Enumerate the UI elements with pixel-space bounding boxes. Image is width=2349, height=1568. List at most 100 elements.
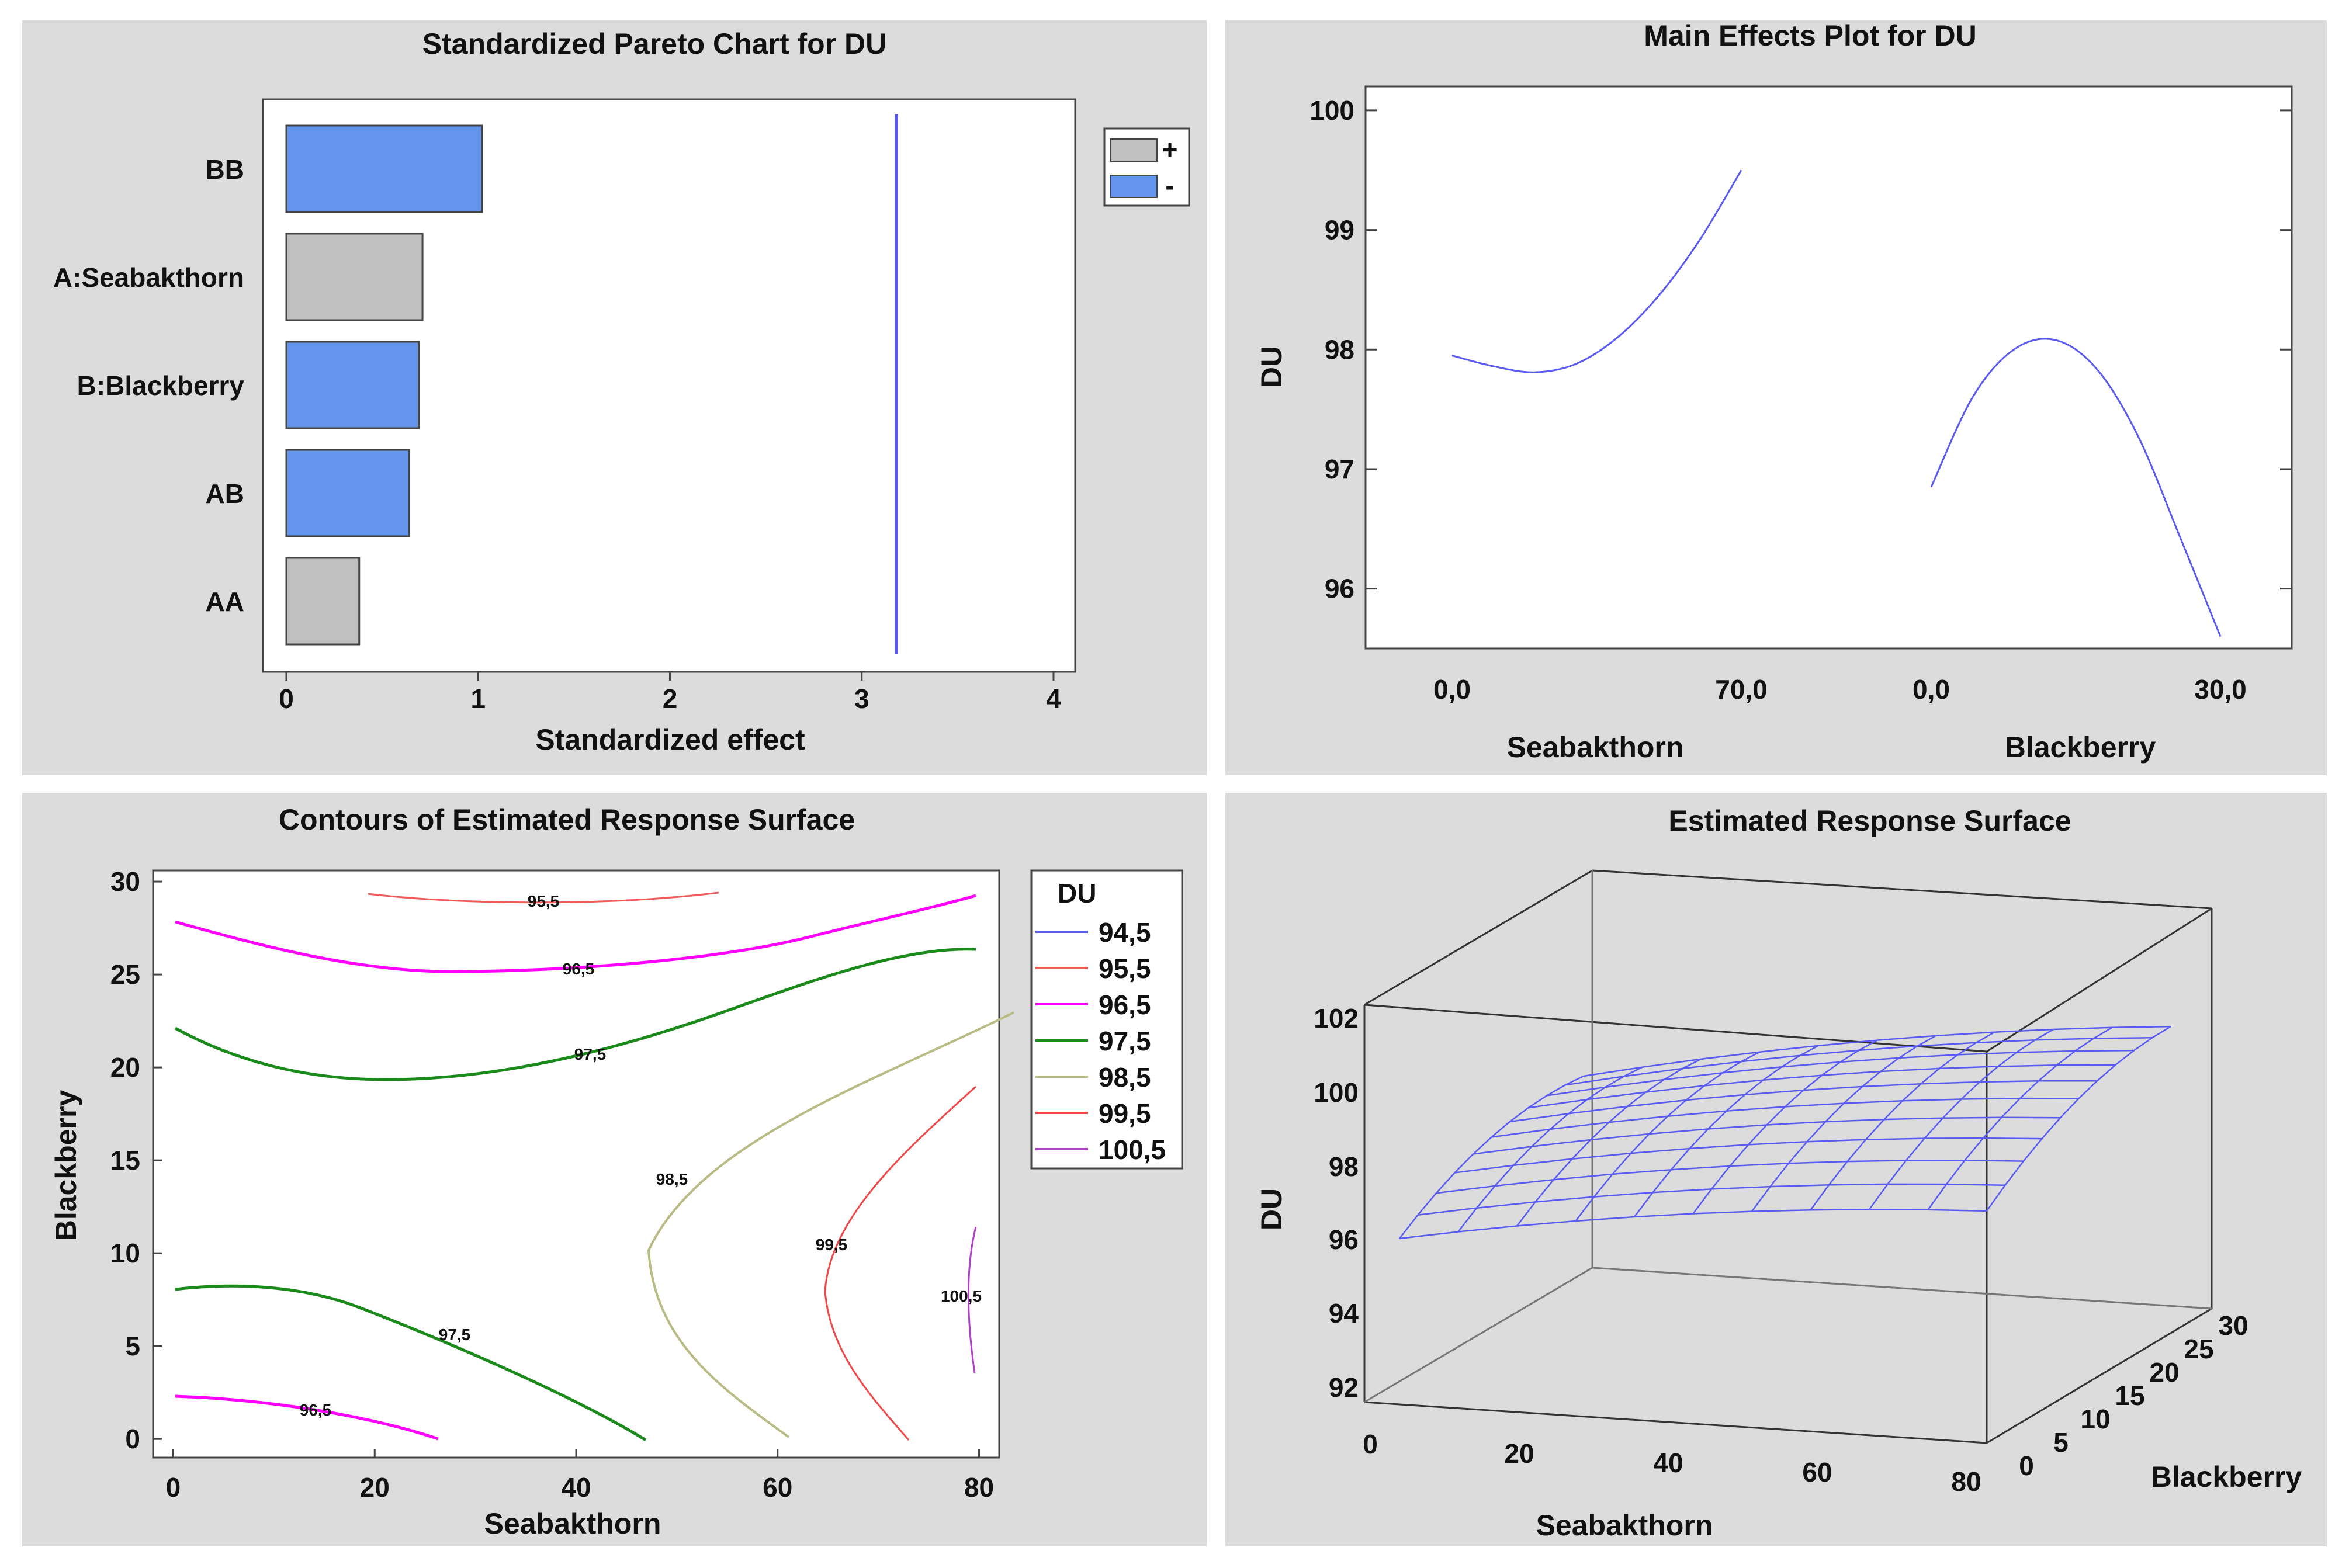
surface-panel-bg — [1225, 793, 2327, 1546]
contour-y-ticks: 0 5 10 15 20 25 30 — [110, 866, 162, 1454]
contour-chart: Contours of Estimated Response Surface B… — [22, 793, 1207, 1546]
surface-box-edge — [1364, 1401, 1987, 1444]
main-effects-y-tick-label: 98 — [1325, 334, 1354, 365]
surface-z-tick-label: 96 — [1329, 1224, 1359, 1255]
surface-x-tick-label: 40 — [1653, 1448, 1683, 1478]
surface-mesh-line-v — [1868, 1028, 2054, 1210]
pareto-bar — [285, 557, 361, 646]
pareto-x-ticks: 0 1 2 3 4 — [279, 672, 1061, 714]
surface-z-tick-label: 100 — [1314, 1077, 1359, 1108]
contour-legend-label: 96,5 — [1099, 990, 1151, 1020]
pareto-category-label: B:Blackberry — [77, 370, 245, 401]
contour-x-tick-label: 80 — [964, 1472, 994, 1503]
main-effects-x-label-blackberry: Blackberry — [2005, 731, 2156, 764]
contour-line-95-5 — [368, 891, 719, 904]
surface-chart: Estimated Response Surface DU 92 94 96 98 10… — [1225, 793, 2327, 1546]
main-effects-y-ticks: 96 97 98 99 100 — [1309, 95, 2292, 604]
surface-x-axis-label: Seabakthorn — [1536, 1509, 1713, 1542]
contour-y-tick-label: 25 — [110, 959, 140, 990]
surface-y-tick-label: 0 — [2019, 1451, 2034, 1481]
surface-x-ticks: 0 20 40 60 80 — [1363, 1429, 1981, 1497]
contour-lines — [174, 891, 1014, 1442]
contour-x-tick-label: 0 — [166, 1472, 181, 1503]
pareto-bar — [285, 341, 420, 429]
pareto-x-tick-label: 4 — [1046, 684, 1061, 714]
pareto-category-label: AB — [206, 478, 244, 509]
contour-label-97-5-top: 97,5 — [574, 1045, 607, 1063]
pareto-legend-swatch-plus — [1110, 138, 1158, 162]
surface-box-edge — [1364, 869, 1593, 1006]
main-effects-chart: Main Effects Plot for DU DU 96979899100 … — [1225, 19, 2327, 775]
contour-y-tick-label: 30 — [110, 866, 140, 897]
pareto-category-label: BB — [206, 154, 244, 185]
main-effects-y-tick-label: 96 — [1325, 574, 1354, 604]
pareto-x-tick-label: 1 — [470, 684, 486, 714]
main-effects-y-tick-label: 97 — [1325, 454, 1354, 484]
surface-z-axis-label: DU — [1255, 1188, 1288, 1230]
surface-mesh-line-v — [1810, 1031, 1995, 1210]
surface-y-tick-label: 10 — [2080, 1404, 2110, 1434]
contour-line-100-5 — [967, 1226, 977, 1373]
contour-label-100-5: 100,5 — [941, 1287, 982, 1305]
surface-mesh-line-u — [1546, 1049, 2135, 1097]
surface-y-tick-label: 25 — [2184, 1334, 2213, 1364]
contour-y-tick-label: 20 — [110, 1052, 140, 1083]
pareto-title: Standardized Pareto Chart for DU — [422, 27, 887, 60]
main-effects-y-tick-label: 99 — [1325, 215, 1354, 245]
contour-line-96-5-bottom — [175, 1394, 439, 1441]
contour-legend-box — [1030, 869, 1183, 1170]
surface-mesh-line-v — [1986, 1026, 2171, 1212]
contour-legend-label: 100,5 — [1099, 1135, 1166, 1165]
pareto-legend-label-plus: + — [1162, 134, 1178, 165]
contour-label-96-5-top: 96,5 — [563, 960, 595, 978]
surface-box-edge — [1986, 907, 2212, 1053]
pareto-x-tick-label: 0 — [279, 684, 294, 714]
pareto-category-labels: BB A:Seabakthorn B:Blackberry AB AA — [53, 154, 245, 617]
pareto-x-tick-label: 3 — [854, 684, 869, 714]
pareto-chart: Standardized Pareto Chart for DU BB A:Sea… — [22, 20, 1207, 775]
contour-title: Contours of Estimated Response Surface — [279, 803, 855, 836]
main-effects-x-label-seabakthorn: Seabakthorn — [1507, 731, 1684, 764]
contour-x-tick-label: 20 — [360, 1472, 390, 1503]
surface-z-tick-label: 94 — [1329, 1298, 1359, 1328]
main-effects-x-tick-seabakthorn-min: 0,0 — [1433, 674, 1471, 705]
contour-x-axis-label: Seabakthorn — [484, 1507, 661, 1540]
pareto-bars — [285, 124, 483, 646]
main-effects-plot-area — [1364, 85, 2293, 650]
main-effects-title: Main Effects Plot for DU — [1644, 19, 1976, 52]
contour-line-99-5 — [824, 1085, 977, 1441]
surface-mesh-line-u — [1583, 1025, 2171, 1077]
contour-legend-label: 97,5 — [1099, 1026, 1151, 1056]
surface-mesh-line-u — [1528, 1064, 2116, 1109]
contour-legend-label: 95,5 — [1099, 953, 1151, 984]
surface-box-edge — [1986, 1307, 2212, 1444]
main-effects-line-blackberry — [1930, 338, 2222, 637]
contour-legend-items: 94,5 95,5 96,5 97,5 98,5 99,5 100,5 — [1035, 917, 1166, 1165]
surface-x-tick-label: 60 — [1802, 1457, 1832, 1487]
pareto-x-axis-label: Standardized effect — [535, 723, 805, 756]
surface-z-tick-label: 92 — [1329, 1372, 1359, 1403]
main-effects-y-tick-label: 100 — [1309, 95, 1354, 126]
contour-y-tick-label: 15 — [110, 1145, 140, 1175]
pareto-bar — [285, 233, 424, 321]
contour-line-97-5-top — [174, 948, 976, 1081]
contour-label-97-5-bottom: 97,5 — [439, 1326, 471, 1344]
surface-box-edge — [1592, 869, 2212, 910]
surface-mesh-line-v — [1751, 1035, 1936, 1212]
contour-legend-title: DU — [1058, 878, 1096, 908]
surface-x-tick-label: 0 — [1363, 1429, 1378, 1459]
pareto-legend-swatch-minus — [1110, 175, 1158, 198]
contour-y-tick-label: 0 — [125, 1424, 140, 1454]
surface-box-edge — [1364, 1004, 1987, 1053]
contour-label-95-5: 95,5 — [528, 892, 560, 910]
main-effects-x-tick-blackberry-min: 0,0 — [1913, 674, 1950, 705]
contour-y-tick-label: 5 — [125, 1331, 140, 1361]
surface-title: Estimated Response Surface — [1668, 804, 2071, 837]
surface-y-tick-label: 15 — [2115, 1380, 2144, 1411]
contour-plot-area — [152, 869, 1000, 1459]
pareto-legend-label-minus: - — [1165, 171, 1174, 201]
contour-x-ticks: 0 20 40 60 80 — [166, 1449, 994, 1503]
contour-legend-label: 99,5 — [1099, 1098, 1151, 1129]
surface-y-tick-label: 20 — [2149, 1357, 2179, 1387]
